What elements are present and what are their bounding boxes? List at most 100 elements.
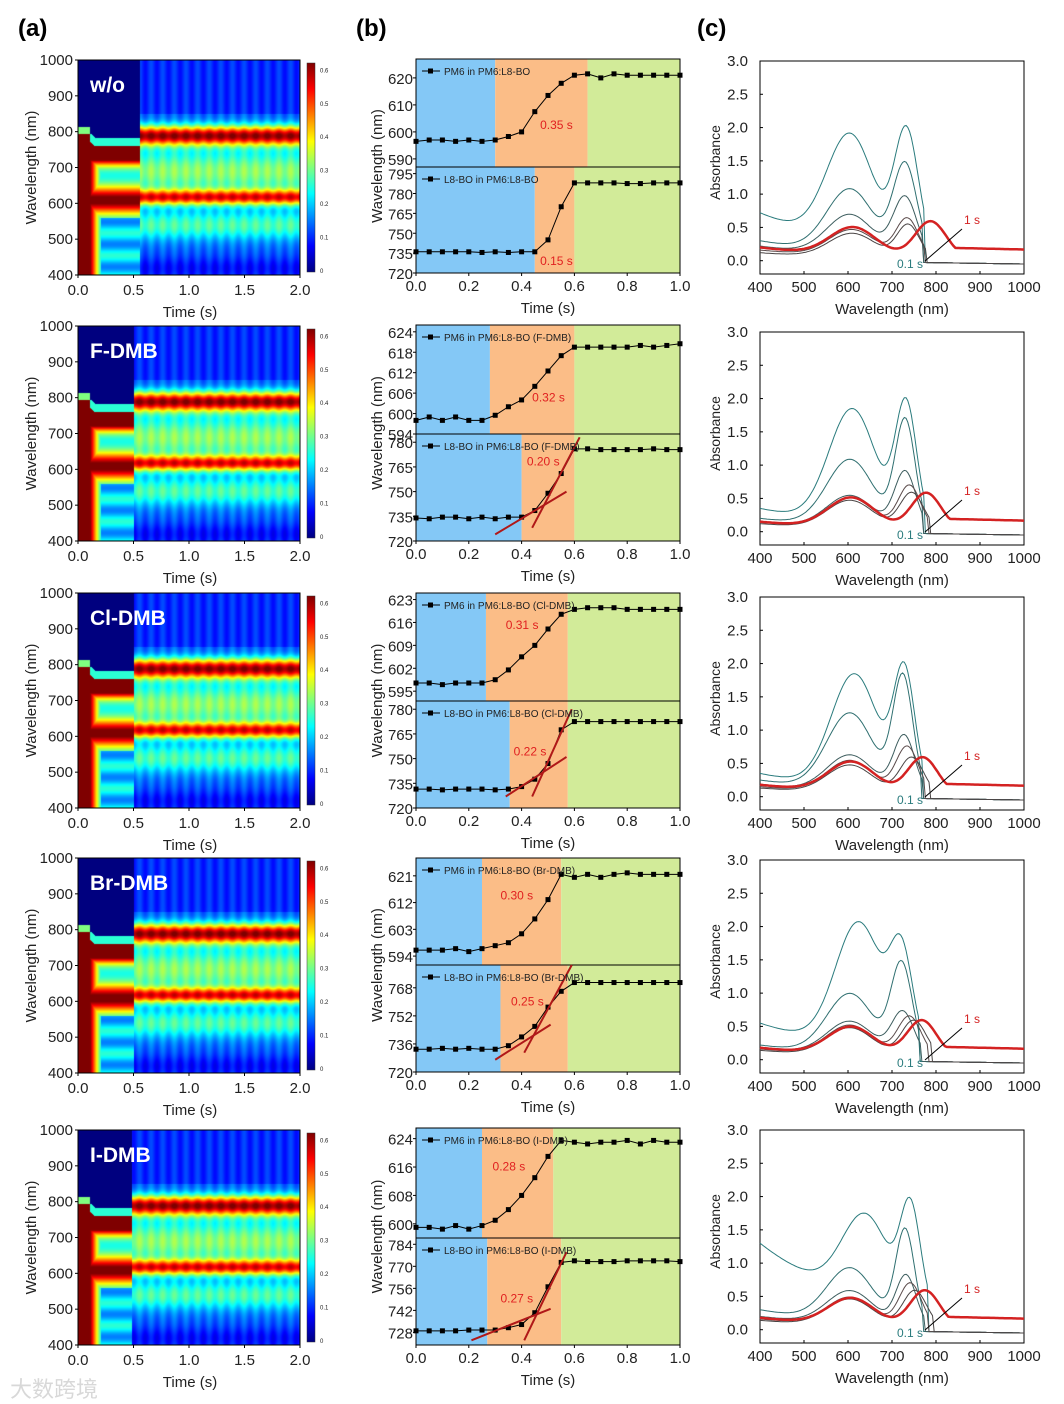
x-axis-label: Time (s) xyxy=(521,1372,575,1389)
y-tick-label: 600 xyxy=(48,461,73,478)
y-tick-label: 616 xyxy=(388,615,413,632)
data-point xyxy=(466,249,472,255)
x-tick-label: 700 xyxy=(879,1348,904,1365)
x-tick-label: 1.0 xyxy=(179,1352,200,1369)
colorbar-tick-label: 0.5 xyxy=(320,1172,329,1178)
x-tick-label: 400 xyxy=(747,1348,772,1365)
phase-blue-region xyxy=(416,434,522,541)
y-tick-label: 765 xyxy=(388,460,413,477)
phase-orange-region xyxy=(485,593,568,701)
x-tick-label: 600 xyxy=(835,1348,860,1365)
data-point xyxy=(585,446,591,452)
data-point xyxy=(466,417,472,423)
data-point xyxy=(479,786,485,792)
heatmap-2 xyxy=(78,593,300,808)
legend-marker xyxy=(428,334,433,340)
data-point xyxy=(598,344,604,350)
y-tick-label: 1000 xyxy=(40,52,73,69)
data-point xyxy=(439,682,445,688)
data-point xyxy=(558,204,564,210)
y-tick-label: 600 xyxy=(48,993,73,1010)
data-point xyxy=(637,72,643,78)
x-tick-label: 1.0 xyxy=(670,546,691,563)
time-annotation: 0.32 s xyxy=(532,391,565,405)
data-point xyxy=(466,1226,472,1232)
y-tick-label: 1.0 xyxy=(727,1255,748,1272)
legend-marker xyxy=(428,443,433,449)
data-point xyxy=(677,1259,683,1265)
x-tick-label: 0.8 xyxy=(617,813,638,830)
data-point xyxy=(413,1224,419,1230)
x-tick-label: 500 xyxy=(791,1078,816,1095)
x-tick-label: 0.4 xyxy=(511,813,532,830)
data-point xyxy=(611,1139,617,1145)
y-tick-label: 700 xyxy=(48,160,73,177)
data-point xyxy=(571,180,577,186)
y-tick-label: 700 xyxy=(48,1230,73,1247)
data-point xyxy=(439,514,445,520)
x-tick-label: 400 xyxy=(747,815,772,832)
data-point xyxy=(651,180,657,186)
data-point xyxy=(585,871,591,877)
y-axis-label: Wavelength (nm) xyxy=(23,644,40,758)
data-point xyxy=(453,1046,459,1052)
data-point xyxy=(413,786,419,792)
spectrum-curve-1s xyxy=(759,219,1024,252)
x-tick-label: 1000 xyxy=(1007,1348,1040,1365)
data-point xyxy=(637,1258,643,1264)
spectrum-curve xyxy=(759,1196,1024,1334)
fit-line xyxy=(523,964,573,1054)
y-tick-label: 612 xyxy=(388,896,413,913)
sample-label: w/o xyxy=(89,74,125,97)
data-point xyxy=(611,71,617,77)
data-point xyxy=(479,417,485,423)
data-point xyxy=(624,606,630,612)
y-tick-label: 0.0 xyxy=(727,789,748,806)
y-axis-label: Wavelength (nm) xyxy=(369,908,386,1022)
y-tick-label: 1000 xyxy=(40,1122,73,1139)
data-point xyxy=(492,787,498,793)
fit-line xyxy=(531,708,573,797)
data-point xyxy=(479,946,485,952)
y-tick-label: 3.0 xyxy=(727,589,748,606)
data-point xyxy=(439,787,445,793)
data-point xyxy=(519,514,525,520)
y-tick-label: 400 xyxy=(48,533,73,550)
colorbar-tick-label: 0 xyxy=(320,802,324,808)
x-tick-label: 0.5 xyxy=(123,282,144,299)
y-tick-label: 620 xyxy=(388,71,413,88)
data-point xyxy=(519,654,525,660)
colorbar xyxy=(306,595,316,806)
x-axis-label: Time (s) xyxy=(163,304,217,321)
x-tick-label: 800 xyxy=(923,279,948,296)
y-tick-label: 600 xyxy=(388,125,413,142)
colorbar xyxy=(306,1132,316,1343)
x-tick-label: 1.5 xyxy=(234,1352,255,1369)
legend-label: L8-BO in PM6:L8-BO xyxy=(444,175,539,186)
colorbar-tick-label: 0.2 xyxy=(320,1000,329,1006)
y-tick-label: 900 xyxy=(48,1158,73,1175)
x-axis-label: Time (s) xyxy=(521,1099,575,1116)
y-tick-label: 900 xyxy=(48,886,73,903)
data-point xyxy=(677,1139,683,1145)
data-point xyxy=(492,677,498,683)
y-tick-label: 594 xyxy=(388,427,413,444)
fit-line xyxy=(505,756,568,798)
data-point xyxy=(505,1043,511,1049)
y-tick-label: 602 xyxy=(388,661,413,678)
data-point xyxy=(413,680,419,686)
data-point xyxy=(598,719,604,725)
phase-green-region xyxy=(567,593,680,701)
data-point xyxy=(532,109,538,115)
y-tick-label: 720 xyxy=(388,801,413,818)
x-axis-label: Time (s) xyxy=(163,837,217,854)
data-point xyxy=(426,137,432,143)
data-point xyxy=(611,1259,617,1265)
y-tick-label: 616 xyxy=(388,1160,413,1177)
label-0-1s: 0.1 s xyxy=(897,793,923,807)
label-1s: 1 s xyxy=(964,213,980,227)
data-point xyxy=(532,916,538,922)
x-axis-label: Time (s) xyxy=(521,568,575,585)
legend-marker xyxy=(428,867,433,873)
data-point xyxy=(611,980,617,986)
